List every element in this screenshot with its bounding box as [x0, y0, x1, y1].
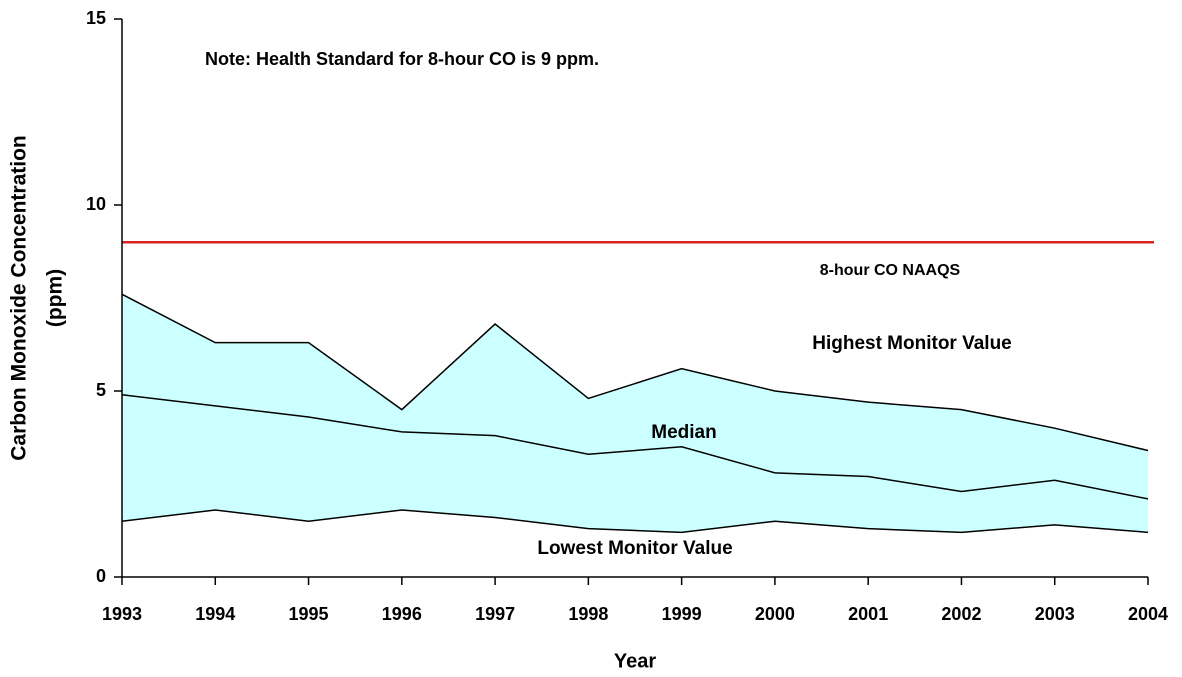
x-tick-label: 1999	[662, 604, 702, 624]
x-axis-label: Year	[614, 650, 656, 672]
series-line	[121, 509, 1149, 534]
standard-label: 8-hour CO NAAQS	[820, 262, 961, 279]
y-tick-label: 15	[86, 8, 106, 28]
x-tick-label: 1994	[195, 604, 235, 624]
y-axis-label-line: (ppm)	[44, 269, 67, 327]
y-tick-label: 10	[86, 194, 106, 214]
note: Note: Health Standard for 8-hour CO is 9…	[205, 49, 599, 69]
x-tick-label: 2000	[755, 604, 795, 624]
series-label: Median	[651, 422, 716, 443]
x-tick-label: 1997	[475, 604, 515, 624]
x-tick-label: 1995	[289, 604, 329, 624]
y-axis-label-line: Carbon Monoxide Concentration	[8, 135, 31, 461]
x-tick-label: 2001	[848, 604, 888, 624]
x-tick-label: 2002	[941, 604, 981, 624]
series-label: Lowest Monitor Value	[537, 538, 732, 559]
x-tick-label: 2004	[1128, 604, 1168, 624]
y-tick-label: 0	[96, 566, 106, 586]
band	[122, 294, 1148, 533]
y-tick-label: 5	[96, 380, 106, 400]
series-line	[121, 393, 1149, 500]
x-tick-label: 1996	[382, 604, 422, 624]
x-tick-label: 1998	[568, 604, 608, 624]
x-tick-label: 1993	[102, 604, 142, 624]
series-line	[121, 293, 1149, 452]
series-label: Highest Monitor Value	[812, 333, 1012, 354]
y-axis-label: Carbon Monoxide Concentration (ppm)	[8, 135, 67, 461]
x-tick-label: 2003	[1035, 604, 1075, 624]
